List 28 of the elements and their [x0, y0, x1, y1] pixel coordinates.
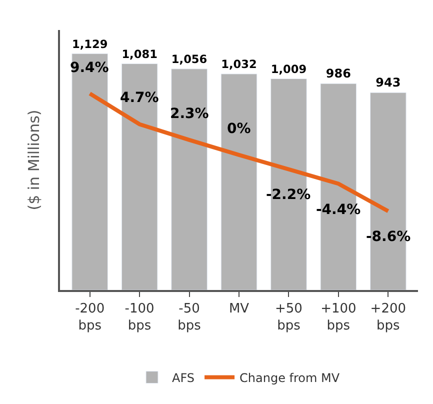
bar — [171, 68, 208, 290]
data-label: 1,129 — [72, 38, 108, 51]
bar — [220, 74, 258, 290]
data-label: 1,081 — [122, 48, 158, 61]
x-tick-label: MV — [228, 301, 250, 316]
data-label: -4.4% — [316, 202, 361, 218]
data-label: -2.2% — [266, 187, 311, 203]
data-label: 2.3% — [170, 106, 209, 122]
bar — [72, 53, 108, 290]
data-label: 986 — [326, 66, 351, 81]
x-tick-label: +50 bps — [275, 301, 302, 334]
x-tick-label: -200 bps — [75, 301, 105, 334]
bar — [121, 63, 158, 290]
data-label: 9.4% — [70, 60, 109, 76]
legend-label: Change from MV — [240, 370, 340, 385]
x-tick-label: -50 bps — [178, 301, 202, 334]
x-tick-label: -100 bps — [124, 301, 154, 334]
x-tick-label: +100 bps — [320, 301, 356, 334]
data-label: 1,009 — [270, 62, 307, 76]
data-label: 1,056 — [171, 53, 208, 66]
data-label: 4.7% — [120, 90, 159, 106]
x-tick-label: +200 bps — [370, 301, 406, 334]
data-label: 0% — [227, 121, 251, 137]
legend-label: AFS — [172, 370, 195, 385]
y-axis-title: ($ in Millions) — [25, 110, 43, 210]
data-label: 1,032 — [221, 58, 257, 72]
data-label: 943 — [376, 76, 401, 90]
data-label: -8.6% — [366, 229, 411, 245]
